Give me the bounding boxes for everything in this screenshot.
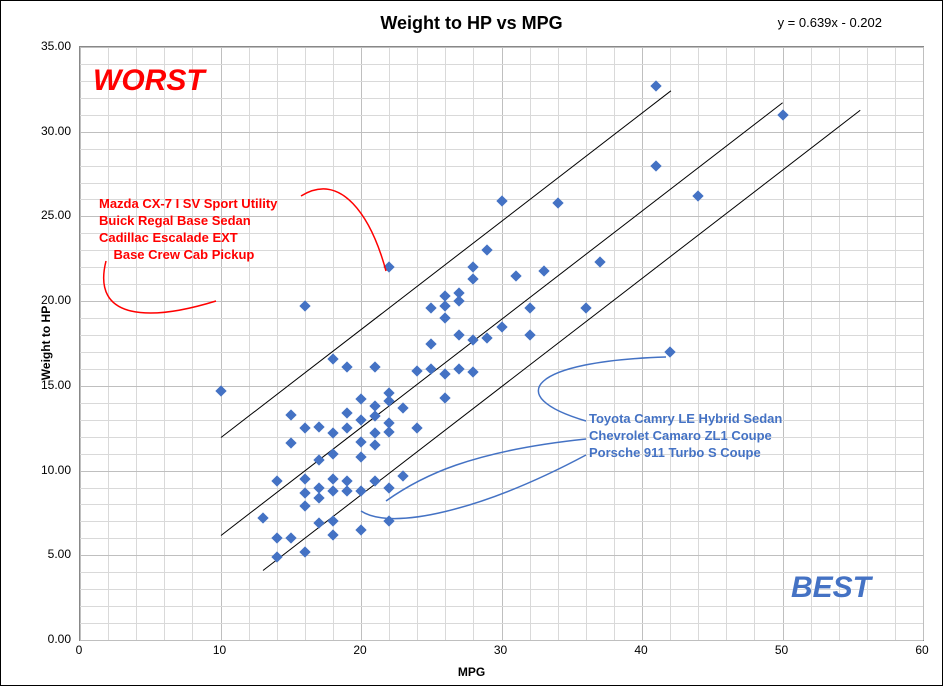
data-point [397,470,408,481]
data-point [299,423,310,434]
data-point [454,363,465,374]
data-point [594,257,605,268]
ytick-label: 20.00 [41,293,71,307]
best-label: BEST [791,571,871,605]
data-point [397,402,408,413]
data-point [341,423,352,434]
ytick-label: 30.00 [41,124,71,138]
ytick-label: 25.00 [41,208,71,222]
data-point [383,387,394,398]
ytick-label: 10.00 [41,463,71,477]
data-point [285,438,296,449]
data-point [454,287,465,298]
data-point [664,346,675,357]
data-point [355,524,366,535]
data-point [215,385,226,396]
xtick-label: 40 [634,643,647,657]
data-point [285,409,296,420]
data-point [412,423,423,434]
xtick-label: 30 [494,643,507,657]
data-point [426,363,437,374]
data-point [412,365,423,376]
data-point [271,533,282,544]
y-axis-label: Weight to HP [39,306,53,380]
data-point [454,329,465,340]
data-point [299,473,310,484]
data-point [580,302,591,313]
data-point [369,439,380,450]
data-point [285,533,296,544]
data-point [524,302,535,313]
data-point [468,273,479,284]
data-point [341,362,352,373]
x-axis-label: MPG [1,665,942,679]
ytick-label: 35.00 [41,39,71,53]
data-point [327,473,338,484]
best-cars-annotation: Toyota Camry LE Hybrid SedanChevrolet Ca… [589,411,782,462]
regression-equation: y = 0.639x - 0.202 [778,15,882,30]
data-point [271,475,282,486]
data-point [355,436,366,447]
data-point [496,196,507,207]
data-point [440,301,451,312]
data-point [341,475,352,486]
data-point [369,362,380,373]
data-point [341,407,352,418]
data-point [524,329,535,340]
data-point [313,482,324,493]
ytick-label: 5.00 [48,547,71,561]
ytick-label: 0.00 [48,632,71,646]
data-point [313,421,324,432]
ytick-label: 15.00 [41,378,71,392]
xtick-label: 10 [213,643,226,657]
data-point [327,516,338,527]
data-point [510,270,521,281]
data-point [313,517,324,528]
plot-area [79,46,924,641]
trend-line [262,110,860,571]
data-point [299,301,310,312]
data-point [482,245,493,256]
data-point [440,392,451,403]
xtick-label: 60 [915,643,928,657]
data-point [650,160,661,171]
data-point [468,262,479,273]
data-point [426,338,437,349]
data-point [383,516,394,527]
data-point [650,80,661,91]
data-point [369,475,380,486]
data-point [327,448,338,459]
xtick-label: 50 [775,643,788,657]
xtick-label: 0 [76,643,83,657]
chart-container: Weight to HP vs MPG y = 0.639x - 0.202 W… [0,0,943,686]
data-point [383,482,394,493]
worst-label: WORST [93,64,205,98]
data-point [299,500,310,511]
data-point [440,312,451,323]
data-point [440,290,451,301]
worst-cars-annotation: Mazda CX-7 I SV Sport UtilityBuick Regal… [99,196,277,264]
data-point [299,487,310,498]
data-point [777,109,788,120]
data-point [440,368,451,379]
data-point [426,302,437,313]
xtick-label: 20 [353,643,366,657]
data-point [383,262,394,273]
